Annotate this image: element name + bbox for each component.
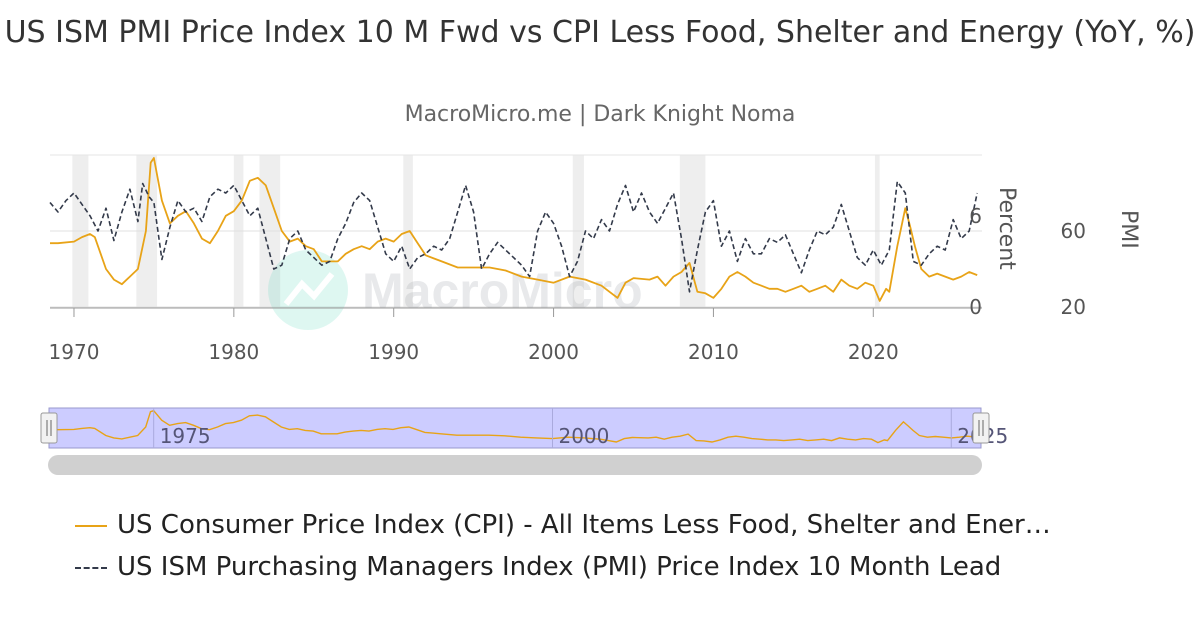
- cpi-series-line: [50, 157, 978, 302]
- y-axes: 0 6 Percent 20 60 PMI: [969, 187, 1141, 319]
- navigator-series: [50, 409, 976, 444]
- x-axis: 1970 1980 1990 2000 2010 2020: [49, 307, 982, 364]
- legend-item-cpi[interactable]: US Consumer Price Index (CPI) - All Item…: [75, 510, 1051, 540]
- navigator-cpi-line: [50, 409, 976, 444]
- legend-label-pmi: US ISM Purchasing Managers Index (PMI) P…: [117, 552, 1002, 582]
- chart-subtitle: MacroMicro.me | Dark Knight Noma: [404, 102, 796, 127]
- navigator-handle-right[interactable]: [972, 412, 990, 444]
- navigator-tick-label: 1975: [160, 424, 211, 448]
- x-tick-label: 2010: [688, 340, 739, 364]
- cpi-axis-title: Percent: [994, 187, 1019, 270]
- legend-swatch-pmi: [75, 566, 107, 569]
- x-tick-label: 2020: [848, 340, 899, 364]
- pmi-series-line: [49, 180, 978, 293]
- pmi-axis-title: PMI: [1116, 210, 1141, 249]
- pmi-axis-tick-label: 20: [1061, 295, 1086, 319]
- watermark: MacroMicro: [268, 250, 643, 330]
- x-tick-label: 2000: [528, 340, 579, 364]
- legend-item-pmi[interactable]: US ISM Purchasing Managers Index (PMI) P…: [75, 552, 1001, 582]
- watermark-logo-arrow-icon: [283, 272, 335, 306]
- navigator-selected-range[interactable]: [48, 407, 982, 449]
- navigator[interactable]: 197520002025: [40, 407, 1008, 475]
- series-lines: [49, 157, 978, 302]
- navigator-scrollbar[interactable]: [48, 455, 982, 475]
- legend-swatch-cpi: [75, 524, 107, 527]
- x-tick-label: 1990: [368, 340, 419, 364]
- grid-lines: [50, 154, 982, 308]
- navigator-handle-left[interactable]: [40, 412, 58, 444]
- pmi-axis-tick-label: 60: [1061, 219, 1086, 243]
- x-tick-label: 1970: [49, 340, 100, 364]
- watermark-logo-icon: [268, 250, 348, 330]
- cpi-axis-tick-label: 6: [969, 204, 982, 228]
- cpi-axis-tick-label: 0: [969, 295, 982, 319]
- watermark-text: MacroMicro: [362, 263, 643, 319]
- x-tick-label: 1980: [208, 340, 259, 364]
- navigator-tick-label: 2000: [558, 424, 609, 448]
- chart-title: US ISM PMI Price Index 10 M Fwd vs CPI L…: [4, 15, 1196, 50]
- legend-label-cpi: US Consumer Price Index (CPI) - All Item…: [117, 510, 1051, 540]
